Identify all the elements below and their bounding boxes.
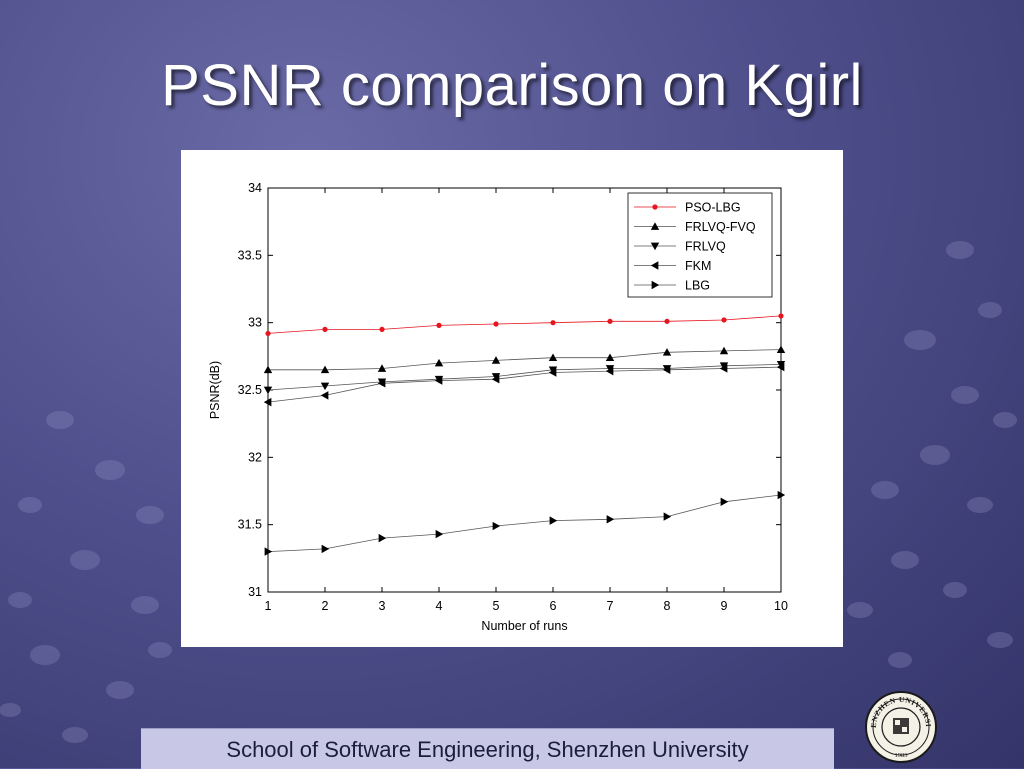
x-tick-label: 2	[322, 599, 329, 613]
point-fkm	[377, 379, 386, 388]
point-pso-lbg	[607, 318, 613, 324]
legend-marker-frlvq-fvq	[650, 222, 660, 230]
series-line-pso-lbg	[267, 315, 782, 334]
point-lbg	[606, 515, 615, 524]
y-tick-label: 33	[248, 316, 262, 330]
point-frlvq-fvq	[776, 345, 786, 353]
point-pso-lbg	[778, 313, 784, 319]
legend-label-lbg: LBG	[685, 279, 710, 293]
series-line-frlvq-fvq	[268, 349, 782, 371]
y-tick-label: 31	[248, 585, 262, 599]
x-tick-label: 7	[607, 599, 614, 613]
point-pso-lbg	[265, 330, 271, 337]
footer-bar: School of Software Engineering, Shenzhen…	[141, 728, 834, 769]
point-pso-lbg	[493, 321, 499, 327]
point-frlvq-fvq	[263, 365, 273, 374]
point-lbg	[321, 544, 330, 554]
point-frlvq	[263, 386, 273, 395]
point-lbg	[264, 547, 273, 556]
x-tick-label: 8	[664, 599, 671, 613]
chart-panel: 1 2 3 4 5 6 7 8 9 10 31 31.5 32 32.5 33 33.5 34 Number of…	[181, 150, 843, 647]
point-frlvq-fvq	[719, 346, 729, 355]
point-frlvq-fvq	[434, 358, 444, 367]
x-tick-label: 10	[774, 599, 788, 613]
legend-label-fkm: FKM	[685, 259, 711, 273]
series-line-fkm	[267, 366, 782, 403]
point-frlvq-fvq	[491, 356, 501, 364]
point-lbg	[777, 490, 786, 500]
point-pso-lbg	[550, 320, 556, 326]
y-tick-label: 34	[248, 181, 262, 195]
point-frlvq-fvq	[548, 353, 558, 362]
series-line-frlvq	[267, 364, 782, 391]
legend-box	[627, 192, 773, 298]
point-lbg	[720, 497, 729, 506]
y-axis-label: PSNR(dB)	[208, 361, 222, 419]
point-fkm	[776, 362, 785, 372]
y-tick-label: 33.5	[238, 248, 262, 262]
point-frlvq-fvq	[320, 365, 330, 374]
point-fkm	[434, 376, 443, 385]
university-seal-icon: SHENZHEN UNIVERSITY 1983	[864, 690, 937, 763]
point-fkm	[320, 391, 329, 400]
legend-marker-pso-lbg	[652, 204, 658, 210]
y-tick-label: 32	[248, 450, 262, 464]
legend-marker-frlvq	[650, 242, 660, 251]
legend-label-frlvq: FRLVQ	[685, 240, 726, 254]
point-fkm	[263, 397, 272, 407]
legend-marker-lbg	[651, 280, 660, 290]
point-fkm	[548, 368, 557, 377]
point-fkm	[719, 364, 728, 373]
point-pso-lbg	[379, 326, 385, 332]
point-pso-lbg	[664, 318, 670, 324]
point-lbg	[378, 533, 387, 543]
point-pso-lbg	[436, 322, 442, 328]
point-fkm	[491, 375, 500, 384]
x-axis-label: Number of runs	[481, 619, 567, 633]
footer-text: School of Software Engineering, Shenzhen…	[226, 737, 749, 762]
x-tick-label: 1	[265, 599, 272, 613]
legend-label-pso-lbg: PSO-LBG	[685, 201, 741, 215]
y-tick-label: 32.5	[238, 383, 262, 397]
point-frlvq	[320, 382, 330, 391]
point-frlvq-fvq	[377, 364, 387, 372]
point-lbg	[492, 521, 501, 531]
point-lbg	[549, 516, 558, 525]
legend-label-frlvq-fvq: FRLVQ-FVQ	[685, 220, 756, 234]
series-line-lbg	[267, 494, 782, 552]
x-tick-label: 9	[721, 599, 728, 613]
point-lbg	[435, 529, 444, 539]
y-tick-label: 31.5	[238, 518, 262, 532]
x-tick-label: 4	[436, 599, 443, 613]
x-tick-label: 3	[379, 599, 386, 613]
slide-title: PSNR comparison on Kgirl	[161, 53, 863, 118]
point-fkm	[662, 365, 671, 374]
x-tick-label: 6	[550, 599, 557, 613]
point-lbg	[663, 512, 672, 521]
point-fkm	[605, 366, 614, 376]
point-pso-lbg	[721, 317, 727, 323]
seal-year: 1983	[895, 752, 908, 759]
point-frlvq-fvq	[662, 348, 672, 356]
x-tick-label: 5	[493, 599, 500, 613]
point-frlvq-fvq	[605, 353, 615, 362]
legend-marker-fkm	[650, 261, 659, 270]
point-pso-lbg	[322, 326, 328, 332]
